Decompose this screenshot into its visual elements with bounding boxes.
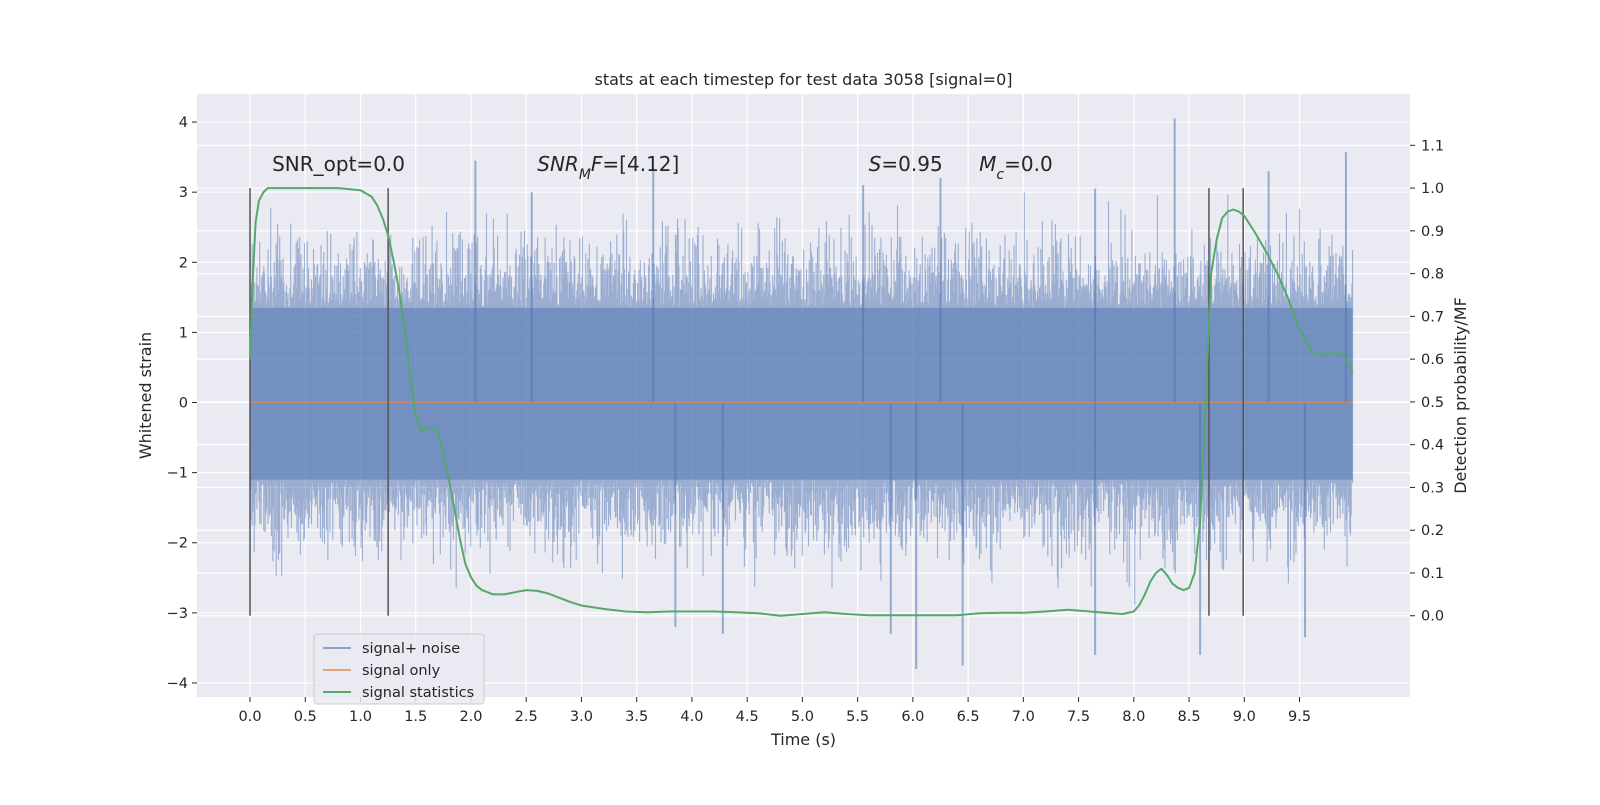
x-tick-label: 1.5 [404, 709, 427, 725]
y-axis-label: Whitened strain [136, 332, 155, 459]
y2-tick-label: 0.4 [1421, 438, 1444, 454]
legend-label: signal+ noise [362, 641, 460, 657]
x-tick-label: 3.5 [625, 709, 648, 725]
x-tick-label: 9.5 [1288, 709, 1311, 725]
annotation-snr-mf: SNRMF=[4.12] [537, 152, 679, 183]
y-tick-label: −1 [167, 466, 188, 482]
y2-tick-label: 1.0 [1421, 181, 1444, 197]
x-tick-label: 3.0 [570, 709, 593, 725]
x-tick-label: 2.0 [459, 709, 482, 725]
y2-tick-label: 0.9 [1421, 224, 1444, 240]
y2-tick-label: 0.5 [1421, 395, 1444, 411]
annotation-mc: Mc=0.0 [979, 152, 1053, 183]
y-tick-label: −3 [167, 606, 188, 622]
x-tick-label: 7.0 [1012, 709, 1035, 725]
legend-label: signal statistics [362, 685, 474, 701]
x-tick-label: 4.0 [680, 709, 703, 725]
x-tick-label: 2.5 [515, 709, 538, 725]
y2-tick-label: 0.1 [1421, 566, 1444, 582]
y2-tick-label: 0.3 [1421, 480, 1444, 496]
axes: 0.0 0.5 1.0 1.5 2.0 2.5 3.0 3.5 4.0 4.5 5.0 5.5 6.0 6… [167, 115, 1444, 725]
y-tick-label: −4 [167, 676, 188, 692]
y2-axis-label: Detection probability/MF [1451, 297, 1470, 494]
chart-title: stats at each timestep for test data 305… [594, 70, 1012, 89]
annotation-s: S=0.95 [869, 152, 943, 176]
x-axis-label: Time (s) [770, 730, 836, 749]
y2-tick-label: 1.1 [1421, 138, 1444, 154]
series-signal-noise [249, 118, 1354, 669]
series-signal-statistics [249, 187, 1354, 617]
x-tick-label: 6.5 [957, 709, 980, 725]
y-tick-label: 3 [179, 185, 188, 201]
x-tick-label: 0.0 [238, 709, 261, 725]
x-tick-label: 6.0 [901, 709, 924, 725]
annotation-snr-opt: SNR_opt=0.0 [272, 152, 405, 176]
y2-tick-label: 0.2 [1421, 523, 1444, 539]
x-tick-label: 5.5 [846, 709, 869, 725]
x-tick-label: 1.0 [349, 709, 372, 725]
y-tick-label: 0 [179, 396, 188, 412]
x-tick-label: 9.0 [1233, 709, 1256, 725]
y2-tick-label: 0.8 [1421, 267, 1444, 283]
legend-label: signal only [362, 663, 441, 679]
y2-tick-label: 0.7 [1421, 309, 1444, 325]
x-tick-label: 8.0 [1122, 709, 1145, 725]
annotations: SNR_opt=0.0 SNRMF=[4.12] S=0.95 Mc=0.0 [272, 152, 1053, 183]
y-tick-label: 1 [179, 325, 188, 341]
vertical-markers [249, 188, 1244, 616]
y-tick-label: 2 [179, 255, 188, 271]
y-tick-label: −2 [167, 536, 188, 552]
x-tick-label: 4.5 [736, 709, 759, 725]
x-tick-label: 7.5 [1067, 709, 1090, 725]
x-tick-label: 5.0 [791, 709, 814, 725]
x-tick-label: 0.5 [294, 709, 317, 725]
y-tick-label: 4 [179, 115, 188, 131]
signal-statistics-line [249, 187, 1354, 617]
y2-tick-label: 0.6 [1421, 352, 1444, 368]
y2-tick-label: 0.0 [1421, 609, 1444, 625]
legend: signal+ noise signal only signal statistic… [313, 633, 485, 705]
x-tick-label: 8.5 [1178, 709, 1201, 725]
legend-box [313, 633, 485, 705]
